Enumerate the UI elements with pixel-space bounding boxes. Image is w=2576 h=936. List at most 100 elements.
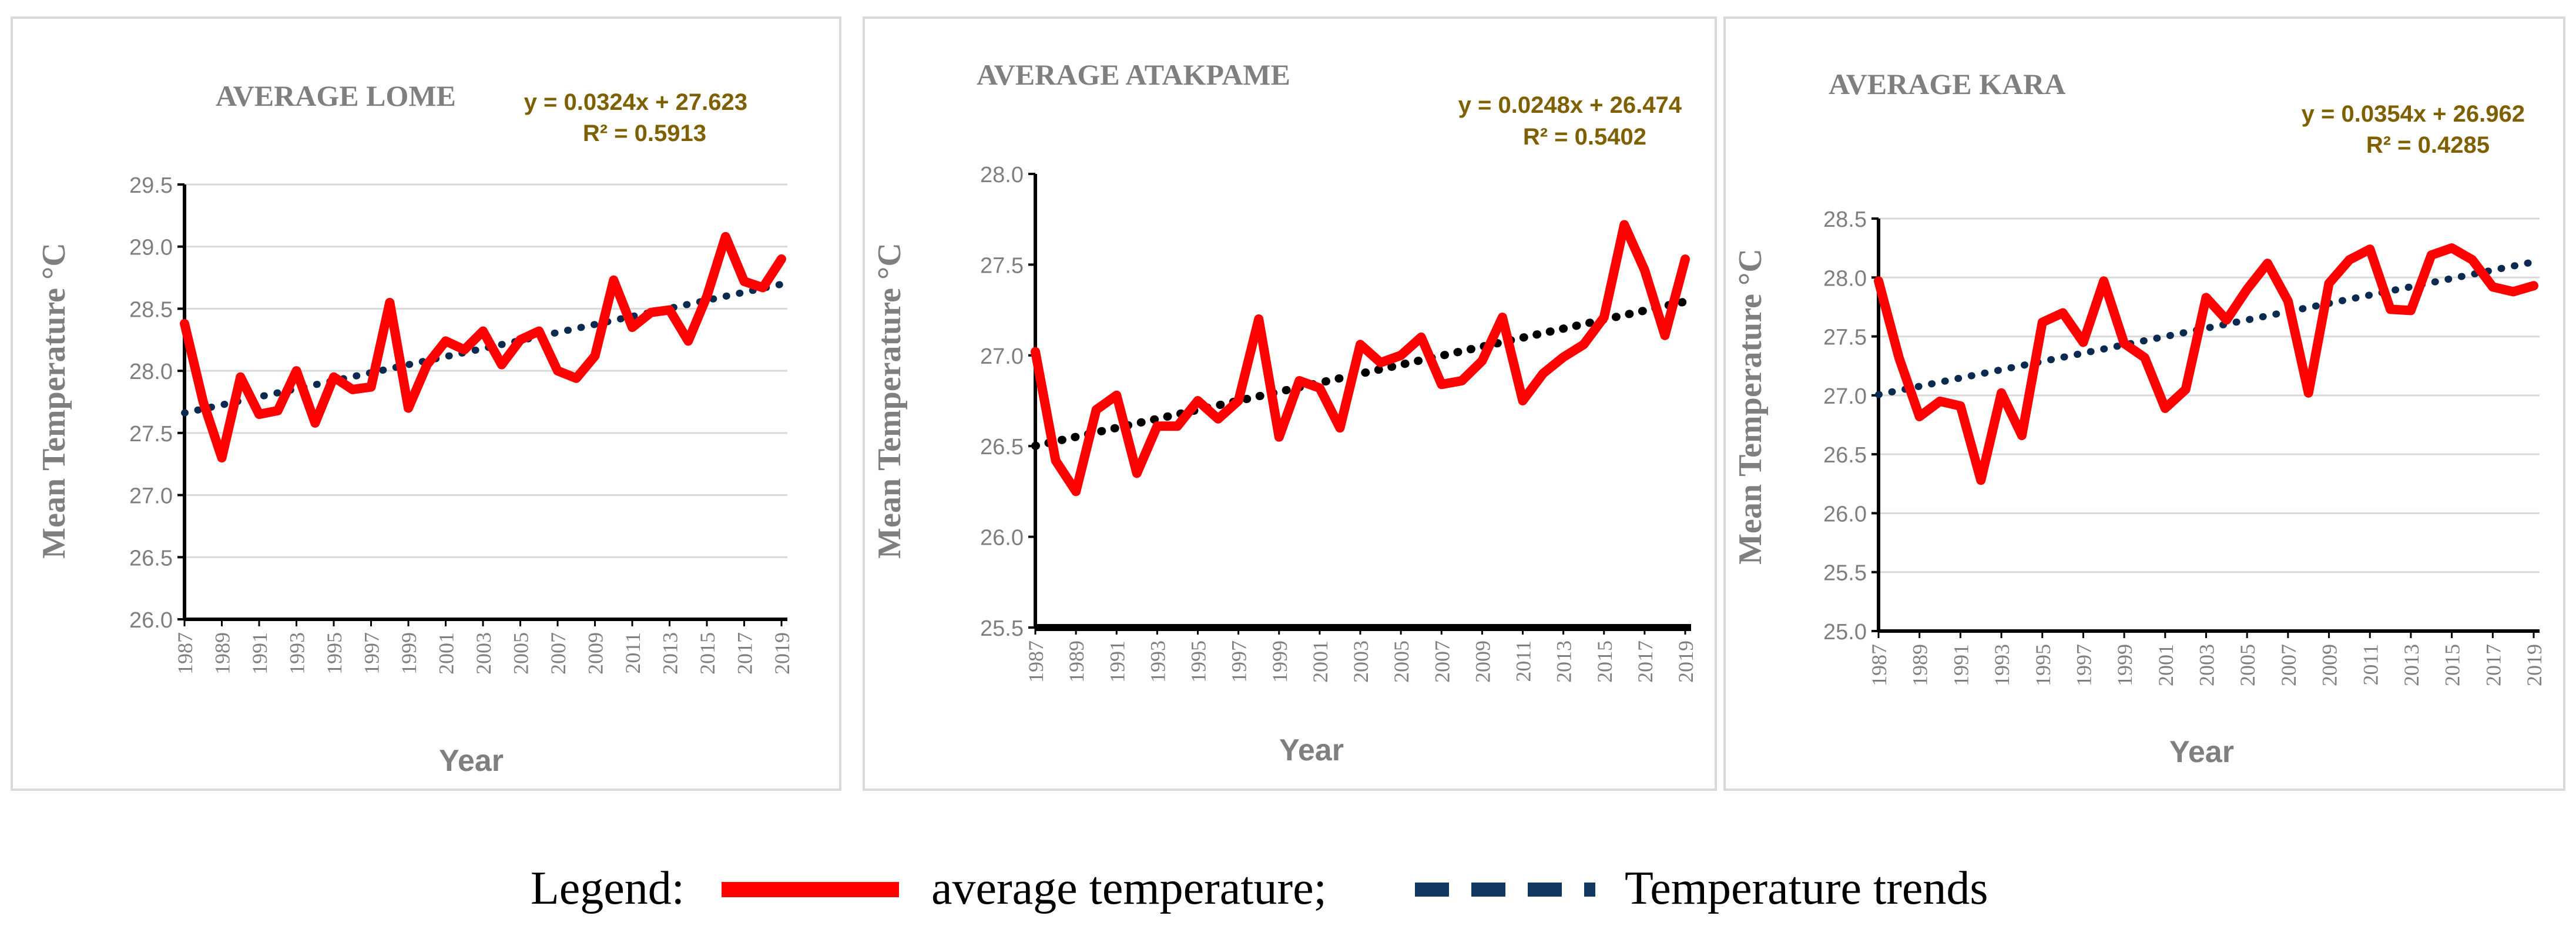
y-tick-label: 28.0 <box>1823 266 1867 291</box>
x-tick-label: 2015 <box>1593 640 1616 683</box>
y-tick-label: 27.0 <box>129 484 173 509</box>
y-tick-label: 27.0 <box>980 344 1024 369</box>
x-axis-label: Year <box>1279 733 1344 767</box>
x-tick-label: 1993 <box>1990 644 2014 686</box>
x-tick-label: 2001 <box>435 632 458 675</box>
x-tick-label: 2013 <box>2400 644 2423 686</box>
temperature-series-line <box>1031 220 1690 496</box>
x-tick-label: 1989 <box>211 632 234 675</box>
chart-title: AVERAGE KARA <box>1829 68 2065 100</box>
x-axis-label: Year <box>439 744 504 778</box>
x-tick-label: 2007 <box>2277 644 2300 686</box>
legend-temperature-label: average temperature; <box>931 863 1327 914</box>
x-tick-label: 2009 <box>584 632 608 675</box>
x-tick-label: 2005 <box>2236 644 2259 686</box>
x-tick-label: 2013 <box>659 632 682 675</box>
x-tick-label: 2019 <box>1674 640 1698 683</box>
x-tick-label: 1995 <box>2031 644 2055 686</box>
y-tick-label: 28.0 <box>980 163 1024 187</box>
x-tick-label: 2015 <box>2441 644 2464 686</box>
trendline-r2: R² = 0.4285 <box>2366 132 2490 158</box>
y-tick-label: 25.5 <box>1823 561 1867 586</box>
x-tick-label: 1999 <box>2113 644 2136 686</box>
y-tick-label: 26.5 <box>980 435 1024 459</box>
x-tick-label: 2011 <box>2359 644 2382 686</box>
trendline <box>1875 258 2537 398</box>
y-tick-label: 28.5 <box>129 297 173 322</box>
chart-lome: 26.0 26.5 27.0 27.5 28.0 28.5 29.0 29.5 1987 1989… <box>36 79 794 778</box>
x-tick-label: 1993 <box>286 632 309 675</box>
y-tick-label: 27.0 <box>1823 384 1867 409</box>
chart-atakpame: 25.5 26.0 26.5 27.0 27.5 28.0 1987 1989 1991 1993… <box>871 58 1698 767</box>
trendline <box>1031 297 1689 450</box>
x-tick-label: 1989 <box>1065 640 1088 683</box>
x-tick-label: 2017 <box>2481 644 2505 686</box>
x-tick-label: 2019 <box>2523 644 2546 686</box>
x-axis-label: Year <box>2169 735 2234 769</box>
trendline-equation: y = 0.0248x + 26.474 <box>1458 92 1682 118</box>
temperature-series-line <box>180 232 786 463</box>
y-tick-label: 27.5 <box>129 422 173 447</box>
y-tick-label: 25.5 <box>980 616 1024 641</box>
x-tick-label: 1999 <box>397 632 421 675</box>
y-axis-label: Mean Temperature °C <box>1732 249 1769 565</box>
x-tick-label: 2009 <box>1471 640 1494 683</box>
chart-panel-lome: 26.0 26.5 27.0 27.5 28.0 28.5 29.0 29.5 1987 1989… <box>11 16 841 791</box>
x-tick-label: 2003 <box>1349 640 1373 683</box>
x-tick-label: 2001 <box>2154 644 2178 686</box>
y-tick-label: 28.0 <box>129 360 173 384</box>
legend-trend-label: Temperature trends <box>1625 863 1988 914</box>
chart-panel-kara: 25.0 25.5 26.0 26.5 27.0 27.5 28.0 28.5 1987 1989… <box>1723 16 2565 791</box>
legend: Legend: average temperature; Temperature… <box>531 863 1988 914</box>
x-tick-label: 1987 <box>1867 644 1891 686</box>
x-tick-label: 2007 <box>1430 640 1454 683</box>
x-tick-label: 2003 <box>472 632 495 675</box>
x-tick-label: 1995 <box>323 632 346 675</box>
x-tick-label: 2017 <box>733 632 757 675</box>
legend-prefix: Legend: <box>531 863 685 914</box>
x-tick-label: 1989 <box>1908 644 1932 686</box>
x-tick-label: 1997 <box>360 632 384 675</box>
x-tick-label: 2005 <box>1390 640 1413 683</box>
x-tick-label: 2015 <box>696 632 719 675</box>
y-tick-label: 29.0 <box>129 236 173 260</box>
y-tick-label: 26.5 <box>129 546 173 571</box>
x-tick-label: 2013 <box>1552 640 1576 683</box>
x-tick-label: 2007 <box>546 632 570 675</box>
x-tick-label: 1987 <box>1024 640 1048 683</box>
y-axis-label: Mean Temperature °C <box>871 243 908 559</box>
chart-title: AVERAGE ATAKPAME <box>977 58 1290 91</box>
y-tick-label: 28.5 <box>1823 207 1867 232</box>
x-tick-label: 1987 <box>173 632 197 675</box>
trendline-equation: y = 0.0324x + 27.623 <box>524 89 747 115</box>
y-tick-label: 26.0 <box>980 526 1024 551</box>
y-tick-label: 26.0 <box>129 608 173 633</box>
y-tick-label: 26.0 <box>1823 502 1867 526</box>
chart-kara: 25.0 25.5 26.0 26.5 27.0 27.5 28.0 28.5 1987 1989… <box>1732 68 2546 769</box>
x-tick-label: 1997 <box>2072 644 2095 686</box>
x-tick-label: 1991 <box>248 632 271 675</box>
x-tick-label: 2005 <box>509 632 533 675</box>
chart-title: AVERAGE LOME <box>216 79 456 112</box>
trendline-r2: R² = 0.5402 <box>1523 124 1646 150</box>
trendline <box>181 280 785 417</box>
trendline-r2: R² = 0.5913 <box>583 120 706 146</box>
x-tick-label: 1999 <box>1268 640 1292 683</box>
chart-panel-atakpame: 25.5 26.0 26.5 27.0 27.5 28.0 1987 1989 1991 1993… <box>863 16 1717 791</box>
y-tick-label: 25.0 <box>1823 620 1867 645</box>
y-tick-label: 29.5 <box>129 173 173 198</box>
x-tick-label: 1997 <box>1227 640 1251 683</box>
x-tick-label: 2019 <box>770 632 794 675</box>
x-tick-label: 2017 <box>1634 640 1657 683</box>
y-axis-label: Mean Temperature °C <box>36 243 72 559</box>
x-tick-label: 2009 <box>2318 644 2342 686</box>
x-tick-label: 2011 <box>1512 640 1535 682</box>
trendline-equation: y = 0.0354x + 26.962 <box>2302 101 2525 127</box>
x-tick-label: 1991 <box>1949 644 1973 686</box>
x-tick-label: 2003 <box>2195 644 2219 686</box>
temperature-series-line <box>1874 243 2538 485</box>
x-tick-label: 2001 <box>1309 640 1332 683</box>
x-tick-label: 2011 <box>621 632 645 674</box>
y-tick-label: 26.5 <box>1823 443 1867 468</box>
y-tick-label: 27.5 <box>1823 326 1867 350</box>
